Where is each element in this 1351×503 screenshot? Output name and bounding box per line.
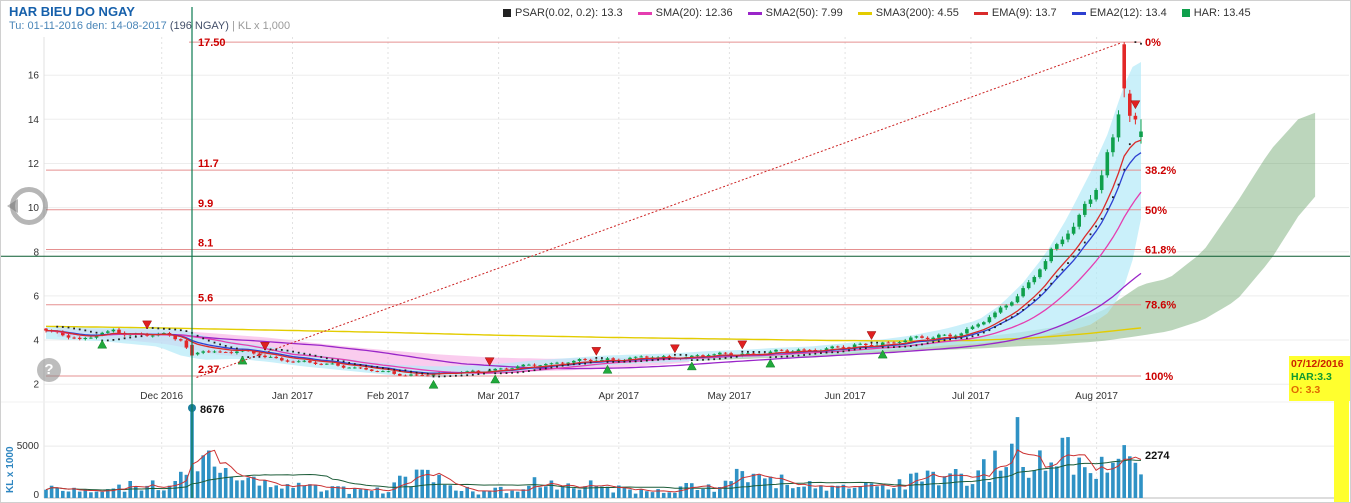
ema2-12-marker-icon	[1071, 11, 1086, 15]
tooltip-har-value: HAR:3.3	[1291, 371, 1332, 384]
indicator-legend: PSAR(0.02, 0.2): 13.3 SMA(20): 12.36 SMA2(…	[503, 7, 1251, 19]
help-icon[interactable]: ?	[37, 358, 61, 382]
svg-text:38.2%: 38.2%	[1145, 165, 1176, 177]
svg-text:8: 8	[33, 247, 39, 258]
svg-text:0: 0	[33, 490, 39, 501]
svg-text:5.6: 5.6	[198, 293, 213, 305]
legend-label: PSAR(0.02, 0.2): 13.3	[515, 7, 623, 19]
legend-item-har[interactable]: HAR: 13.45	[1181, 7, 1251, 19]
candles[interactable]	[44, 42, 1143, 377]
crosshair-tooltip: 07/12/2016 HAR:3.3 O: 3.3	[1289, 356, 1350, 401]
legend-item-sma2-50[interactable]: SMA2(50): 7.99	[747, 7, 843, 19]
subtitle-days: (196 NGAY)	[169, 20, 232, 32]
svg-text:8.1: 8.1	[198, 238, 213, 250]
legend-label: HAR: 13.45	[1193, 7, 1251, 19]
svg-text:Mar 2017: Mar 2017	[477, 391, 520, 402]
zoom-control-icon[interactable]	[7, 187, 48, 225]
volume-panel[interactable]: 8676 2274 KL x 1000	[5, 404, 1170, 498]
legend-label: SMA3(200): 4.55	[875, 7, 959, 19]
sma2-50-marker-icon	[747, 11, 762, 15]
volume-last-label: 2274	[1145, 450, 1170, 462]
tooltip-open-value: O: 3.3	[1291, 384, 1321, 397]
svg-text:5000: 5000	[17, 441, 40, 452]
help-glyph: ?	[44, 361, 54, 378]
svg-text:2.37: 2.37	[198, 364, 219, 376]
svg-text:12: 12	[28, 159, 40, 170]
legend-item-ema2-12[interactable]: EMA2(12): 13.4	[1071, 7, 1167, 19]
volume-axis-unit-label: KL x 1000	[5, 446, 16, 493]
legend-label: EMA2(12): 13.4	[1089, 7, 1167, 19]
svg-text:11.7: 11.7	[198, 158, 219, 170]
svg-text:6: 6	[33, 291, 39, 302]
svg-text:78.6%: 78.6%	[1145, 300, 1176, 312]
svg-text:Apr 2017: Apr 2017	[599, 391, 640, 402]
svg-text:61.8%: 61.8%	[1145, 245, 1176, 257]
date-range-subtitle: Tu: 01-11-2016 den: 14-08-2017 (196 NGAY…	[9, 20, 290, 32]
legend-label: SMA(20): 12.36	[655, 7, 733, 19]
ema9-marker-icon	[973, 11, 988, 15]
svg-text:Dec 2016: Dec 2016	[140, 391, 183, 402]
page-title: HAR BIEU DO NGAY	[9, 4, 135, 19]
legend-label: SMA2(50): 7.99	[765, 7, 843, 19]
svg-text:17.50: 17.50	[198, 37, 226, 49]
signal-triangles	[97, 100, 1141, 389]
legend-item-ema9[interactable]: EMA(9): 13.7	[973, 7, 1057, 19]
legend-label: EMA(9): 13.7	[991, 7, 1057, 19]
fibonacci-levels: 17.50 0% 11.7 38.2% 9.9 50% 8.1 61.8% 5.6 78.6% 2.…	[46, 37, 1176, 383]
fast-moving-averages	[45, 139, 1142, 375]
sma20-marker-icon	[637, 11, 652, 15]
tooltip-date: 07/12/2016	[1291, 358, 1344, 370]
svg-text:0%: 0%	[1145, 37, 1161, 49]
svg-text:4: 4	[33, 336, 39, 347]
legend-item-sma20[interactable]: SMA(20): 12.36	[637, 7, 733, 19]
svg-text:Feb 2017: Feb 2017	[367, 391, 410, 402]
svg-text:May 2017: May 2017	[707, 391, 751, 402]
svg-text:2: 2	[33, 380, 39, 391]
svg-text:9.9: 9.9	[198, 198, 213, 210]
svg-text:Aug 2017: Aug 2017	[1075, 391, 1118, 402]
svg-text:Jul 2017: Jul 2017	[952, 391, 990, 402]
svg-text:Jun 2017: Jun 2017	[825, 391, 867, 402]
sma3-200-marker-icon	[857, 11, 872, 15]
tooltip-strip	[1334, 401, 1349, 502]
svg-text:14: 14	[28, 115, 40, 126]
psar-dots	[56, 41, 1142, 378]
bollinger-band	[46, 62, 1141, 378]
svg-text:Jan 2017: Jan 2017	[272, 391, 314, 402]
volume-peak-label: 8676	[200, 404, 224, 416]
svg-text:100%: 100%	[1145, 371, 1173, 383]
psar-marker-icon	[503, 9, 511, 17]
har-marker-icon	[1181, 9, 1190, 17]
legend-item-psar[interactable]: PSAR(0.02, 0.2): 13.3	[503, 7, 623, 19]
svg-text:50%: 50%	[1145, 205, 1167, 217]
subtitle-volume-unit: | KL x 1,000	[232, 20, 291, 32]
subtitle-range: Tu: 01-11-2016 den: 14-08-2017	[9, 20, 170, 32]
svg-text:16: 16	[28, 71, 40, 82]
legend-item-sma3-200[interactable]: SMA3(200): 4.55	[857, 7, 959, 19]
